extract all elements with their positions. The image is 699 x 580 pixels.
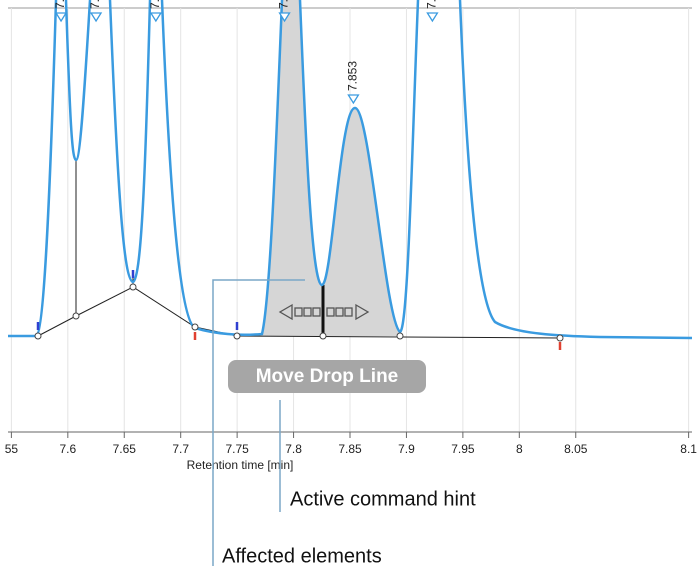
x-tick-label: 7.6 xyxy=(59,442,76,456)
x-tick-label: 8.05 xyxy=(564,442,588,456)
peak-label: 7.678 xyxy=(148,0,162,9)
drag-handle-icon xyxy=(278,303,370,321)
x-axis-label: Retention time [min] xyxy=(187,458,294,472)
baseline-points xyxy=(34,283,564,342)
x-tick-label: 7.65 xyxy=(113,442,137,456)
x-tick-label: 8.1 xyxy=(680,442,697,456)
x-tick-label: 7.85 xyxy=(338,442,362,456)
x-tick-label: 55 xyxy=(5,442,19,456)
peak-label: 7.853 xyxy=(346,61,360,91)
x-axis-ticks: 55 7.6 7.65 7.7 7.75 7.8 7.85 7.9 7.95 8 8.05 8.1 xyxy=(5,432,697,456)
x-tick-label: 7.9 xyxy=(398,442,415,456)
peak-marker xyxy=(54,12,68,23)
peak-marker xyxy=(149,12,163,23)
peak-marker xyxy=(89,12,103,23)
x-tick-label: 7.95 xyxy=(451,442,475,456)
peak-marker xyxy=(278,12,291,23)
peak-label: 7.625 xyxy=(88,0,102,9)
peak-delimiters xyxy=(36,270,562,350)
callout-text: Affected elements xyxy=(222,545,382,567)
peak-marker xyxy=(347,94,360,105)
hint-text: Move Drop Line xyxy=(256,366,399,387)
callout-text: Active command hint xyxy=(290,488,476,510)
callout-line xyxy=(212,279,305,566)
x-tick-label: 8 xyxy=(516,442,523,456)
x-tick-label: 7.7 xyxy=(172,442,189,456)
peak-area xyxy=(238,0,400,336)
peak-marker xyxy=(426,12,439,23)
signal-trace xyxy=(8,0,693,340)
peak-label: 7.923 xyxy=(425,0,439,9)
peak-label: 7.792 xyxy=(277,0,291,9)
x-tick-label: 7.75 xyxy=(225,442,249,456)
peak-label: 7.594 xyxy=(53,0,67,9)
hint-tooltip xyxy=(228,360,426,393)
x-tick-label: 7.8 xyxy=(285,442,302,456)
